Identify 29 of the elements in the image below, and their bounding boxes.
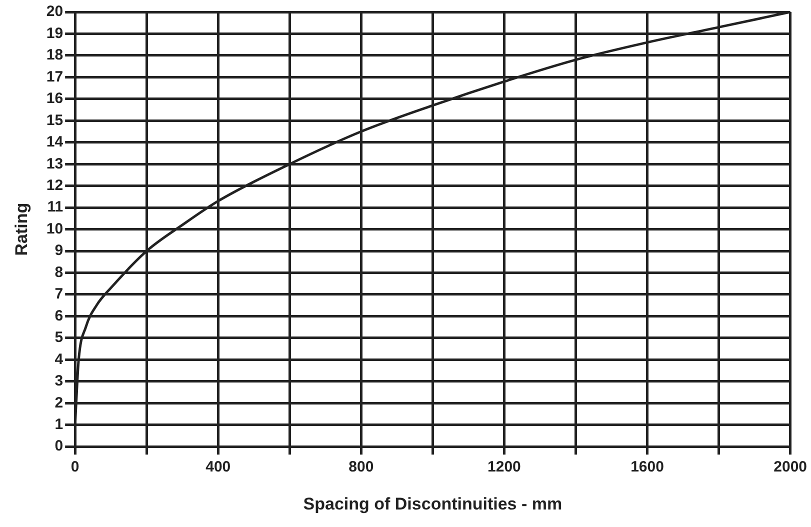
- y-tick-label: 14: [46, 134, 64, 151]
- y-tick-label: 16: [46, 90, 64, 108]
- x-tick-label: 1600: [630, 458, 664, 476]
- y-tick-label: 10: [46, 220, 64, 238]
- y-tick-label: 2: [54, 394, 64, 412]
- y-tick-label: 6: [54, 307, 64, 324]
- y-tick-label: 9: [54, 242, 64, 260]
- y-tick-label: 19: [46, 24, 64, 42]
- x-tick-label: 400: [206, 458, 231, 476]
- y-tick-label: 7: [54, 286, 64, 303]
- y-tick-label: 0: [54, 438, 64, 455]
- y-tick-label: 12: [46, 176, 64, 194]
- y-tick-label: 4: [54, 350, 64, 368]
- y-tick-label: 13: [46, 155, 64, 172]
- y-tick-label: 3: [54, 372, 64, 390]
- x-axis-title: Spacing of Discontinuities - mm: [303, 494, 562, 514]
- y-tick-label: 15: [46, 112, 64, 129]
- y-tick-label: 8: [54, 264, 64, 281]
- x-tick-label: 800: [348, 458, 374, 476]
- y-tick-label: 20: [46, 3, 64, 20]
- y-axis-title: Rating: [12, 202, 31, 256]
- y-tick-label: 1: [54, 416, 64, 434]
- y-tick-label: 5: [54, 329, 64, 346]
- x-tick-label: 1200: [488, 458, 521, 476]
- y-tick-label: 18: [46, 46, 64, 64]
- y-tick-label: 11: [47, 198, 64, 216]
- x-tick-label: 2000: [774, 458, 808, 476]
- y-tick-label: 17: [46, 68, 64, 86]
- x-tick-label: 0: [70, 458, 80, 476]
